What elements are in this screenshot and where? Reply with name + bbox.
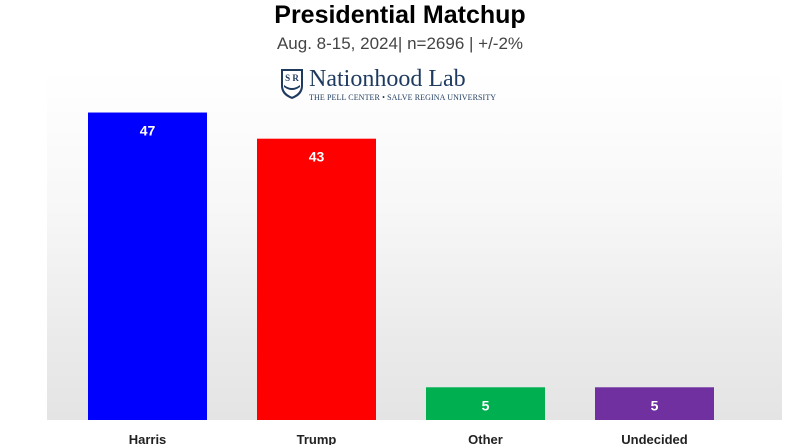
data-label-other: 5 — [482, 397, 490, 413]
chart-title: Presidential Matchup — [274, 1, 526, 29]
category-label-undecided: Undecided — [621, 432, 688, 445]
category-label-other: Other — [468, 432, 503, 445]
shield-letters: S R — [285, 73, 299, 83]
data-label-trump: 43 — [309, 149, 325, 165]
chart-subtitle: Aug. 8-15, 2024| n=2696 | +/-2% — [276, 34, 524, 53]
nationhood-lab-logo: S R Nationhood Lab THE PELL CENTER • SAL… — [280, 66, 520, 106]
bar-trump — [257, 138, 376, 420]
category-label-trump: Trump — [297, 432, 337, 445]
logo-name: Nationhood Lab — [309, 66, 466, 92]
bar-other — [426, 387, 545, 420]
bar-undecided — [595, 387, 714, 420]
bar-harris — [88, 112, 207, 420]
data-label-undecided: 5 — [651, 397, 659, 413]
shield-icon: S R — [281, 69, 303, 99]
data-label-harris: 47 — [140, 123, 156, 139]
category-label-harris: Harris — [129, 432, 167, 445]
logo-tagline: THE PELL CENTER • SALVE REGINA UNIVERSIT… — [309, 93, 497, 102]
